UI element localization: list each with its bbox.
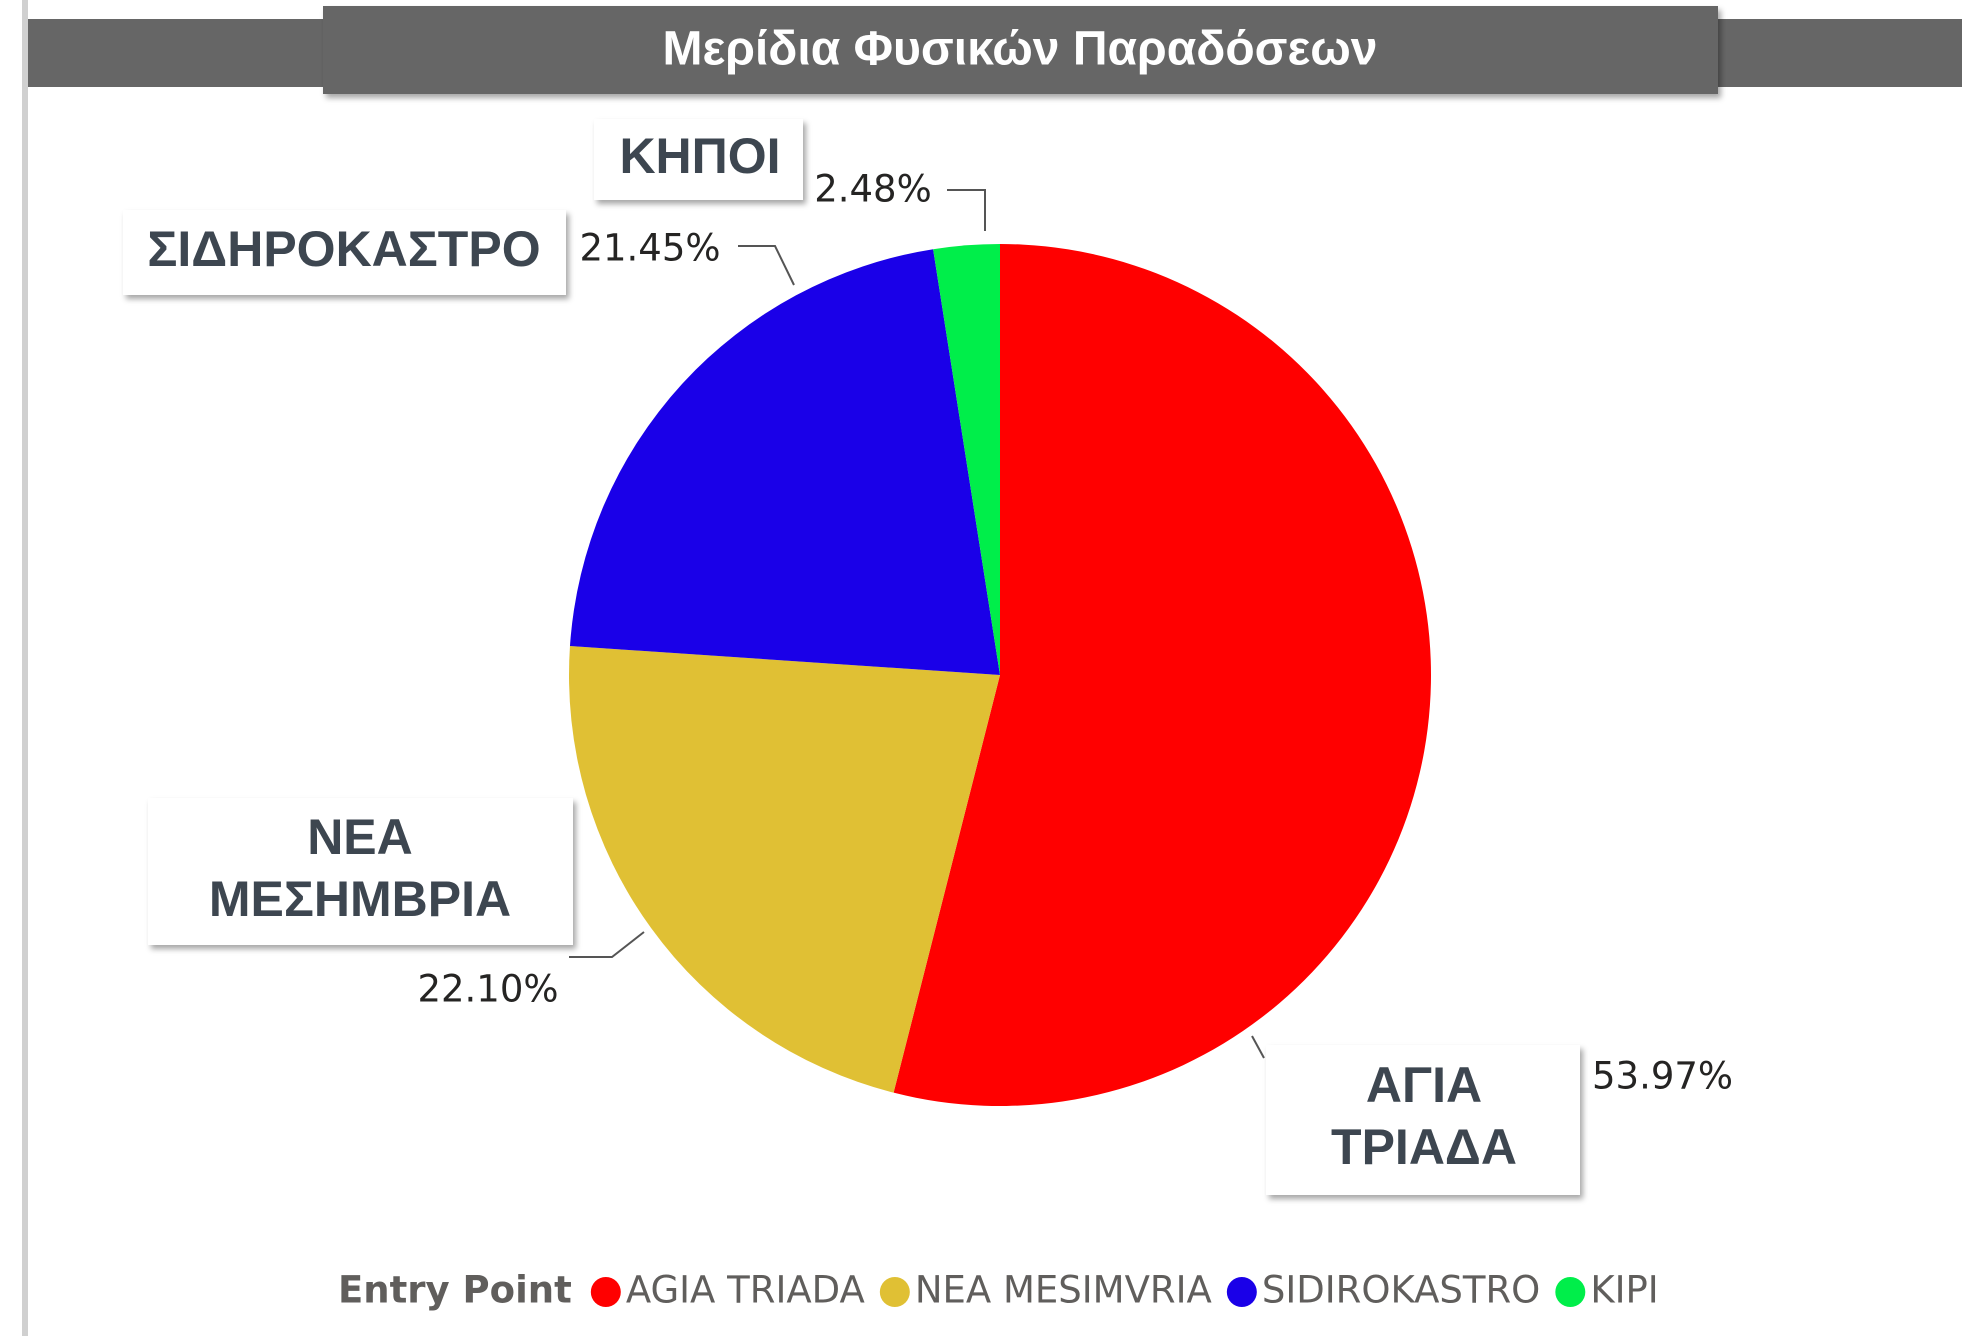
annotation: ΚΗΠΟΙ xyxy=(619,128,780,184)
legend-marker xyxy=(1555,1277,1586,1307)
value-label: 22.10% xyxy=(417,968,558,1011)
value-label: 53.97% xyxy=(1592,1055,1733,1098)
left-border xyxy=(22,0,28,1336)
legend-label: KIPI xyxy=(1590,1269,1658,1312)
legend-marker xyxy=(879,1277,910,1307)
chart-title: Μερίδια Φυσικών Παραδόσεων xyxy=(662,23,1377,76)
pie xyxy=(569,244,1431,1107)
annotation: ΝΕΑ xyxy=(307,809,413,865)
value-label: 21.45% xyxy=(579,227,720,270)
title-box xyxy=(323,6,1718,94)
annotation: ΣΙΔΗΡΟΚΑΣΤΡΟ xyxy=(147,221,540,277)
legend-label: SIDIROKASTRO xyxy=(1262,1269,1540,1312)
leader-line xyxy=(738,245,795,286)
annotation: ΤΡΙΑΔΑ xyxy=(1331,1119,1517,1175)
pie-slice xyxy=(933,244,1000,675)
legend-label: NEA MESIMVRIA xyxy=(915,1269,1212,1312)
pie-slice xyxy=(893,244,1431,1107)
legend-marker xyxy=(590,1277,621,1307)
annotation-box xyxy=(594,119,803,200)
annotation-box xyxy=(148,798,573,945)
legend-marker xyxy=(1226,1277,1257,1307)
pie-slice xyxy=(569,249,1000,676)
leader-line xyxy=(569,931,645,958)
legend-title: Entry Point xyxy=(338,1269,572,1312)
pie-slice xyxy=(569,646,1000,1093)
legend: Entry Point AGIA TRIADA NEA MESIMVRIA SIDIR… xyxy=(338,1269,1659,1312)
leader-line xyxy=(947,189,986,231)
value-label: 2.48% xyxy=(814,168,932,211)
annotation-box xyxy=(123,210,566,295)
labels: 53.97% 22.10% 21.45% 2.48% ΑΓΙΑ ΤΡΙΑΔΑ ΝΕΑ ΜΕΣΗ… xyxy=(123,119,1733,1195)
annotation: ΜΕΣΗΜΒΡΙΑ xyxy=(209,871,511,927)
leader-line xyxy=(1251,1035,1265,1059)
annotation-box xyxy=(1266,1045,1580,1195)
legend-label: AGIA TRIADA xyxy=(626,1269,865,1312)
annotation: ΑΓΙΑ xyxy=(1366,1057,1482,1113)
